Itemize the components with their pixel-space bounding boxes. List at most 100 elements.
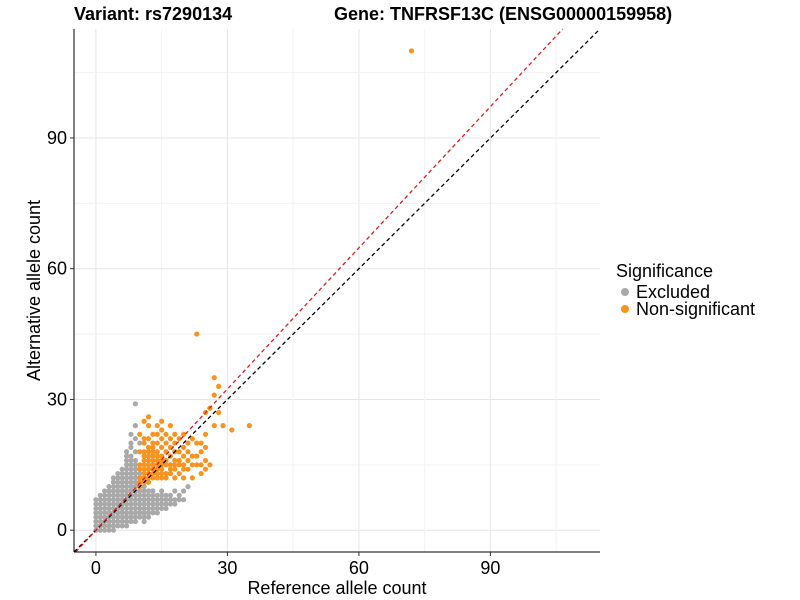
point-excluded bbox=[110, 488, 117, 494]
point-excluded bbox=[124, 449, 130, 455]
point-excluded bbox=[176, 497, 182, 503]
point-excluded bbox=[150, 501, 156, 507]
point-excluded bbox=[132, 505, 138, 512]
point-excluded bbox=[141, 505, 147, 512]
point-non-significant bbox=[159, 444, 165, 450]
point-excluded bbox=[124, 466, 130, 472]
point-excluded bbox=[110, 484, 117, 490]
point-non-significant bbox=[167, 462, 174, 468]
point-excluded bbox=[110, 492, 117, 498]
point-non-significant bbox=[189, 436, 195, 442]
point-excluded bbox=[128, 479, 134, 485]
point-non-significant bbox=[159, 436, 165, 442]
point-excluded bbox=[159, 505, 165, 512]
point-excluded bbox=[115, 484, 121, 490]
point-excluded bbox=[102, 497, 108, 503]
point-excluded bbox=[167, 492, 174, 498]
point-excluded bbox=[180, 497, 187, 503]
point-non-significant bbox=[246, 423, 252, 429]
point-excluded bbox=[124, 518, 130, 525]
point-excluded bbox=[102, 527, 108, 533]
point-excluded bbox=[115, 510, 121, 516]
point-excluded bbox=[172, 501, 178, 507]
point-excluded bbox=[119, 488, 125, 494]
point-excluded bbox=[106, 484, 112, 490]
point-excluded bbox=[119, 492, 125, 498]
point-excluded bbox=[106, 527, 112, 533]
point-excluded bbox=[132, 479, 138, 485]
point-excluded bbox=[119, 514, 125, 520]
axes: 0 30 60 90 0 30 60 90 bbox=[47, 29, 600, 578]
point-non-significant bbox=[150, 475, 156, 481]
chart-title-gene: Gene: TNFRSF13C (ENSG00000159958) bbox=[334, 4, 673, 24]
point-excluded bbox=[137, 470, 143, 477]
point-excluded bbox=[128, 484, 134, 490]
point-excluded bbox=[102, 510, 108, 516]
point-excluded bbox=[145, 510, 152, 516]
point-non-significant bbox=[167, 466, 174, 472]
point-excluded bbox=[132, 436, 138, 442]
point-excluded bbox=[102, 523, 108, 529]
point-excluded bbox=[163, 492, 169, 498]
point-excluded bbox=[145, 501, 152, 507]
point-non-significant bbox=[159, 418, 165, 424]
point-non-significant bbox=[189, 475, 195, 481]
point-excluded bbox=[137, 492, 143, 498]
point-excluded bbox=[167, 497, 174, 503]
point-excluded bbox=[132, 501, 138, 507]
point-excluded bbox=[128, 501, 134, 507]
point-excluded bbox=[115, 475, 121, 481]
point-non-significant bbox=[176, 462, 182, 468]
point-excluded bbox=[185, 484, 191, 490]
point-non-significant bbox=[176, 449, 182, 455]
x-axis-title: Reference allele count bbox=[247, 578, 426, 598]
point-excluded bbox=[154, 510, 160, 516]
point-non-significant bbox=[145, 423, 152, 429]
point-non-significant bbox=[185, 466, 191, 472]
point-excluded bbox=[141, 518, 147, 525]
point-excluded bbox=[110, 514, 117, 520]
point-excluded bbox=[97, 518, 103, 525]
point-excluded bbox=[159, 501, 165, 507]
point-excluded bbox=[145, 505, 152, 512]
point-excluded bbox=[132, 514, 138, 520]
legend-key-excluded bbox=[621, 288, 629, 296]
point-non-significant bbox=[145, 444, 152, 450]
point-non-significant bbox=[141, 436, 147, 442]
point-excluded bbox=[106, 488, 112, 494]
point-non-significant bbox=[185, 449, 191, 455]
point-excluded bbox=[150, 492, 156, 498]
point-excluded bbox=[154, 497, 160, 503]
point-excluded bbox=[110, 479, 117, 485]
point-non-significant bbox=[141, 440, 147, 446]
point-excluded bbox=[102, 492, 108, 498]
point-non-significant bbox=[150, 453, 156, 459]
point-non-significant bbox=[159, 470, 165, 477]
point-excluded bbox=[106, 523, 112, 529]
point-excluded bbox=[132, 462, 138, 468]
point-excluded bbox=[102, 501, 108, 507]
point-excluded bbox=[141, 514, 147, 520]
reference-line-identity bbox=[73, 28, 601, 553]
point-excluded bbox=[128, 514, 134, 520]
point-excluded bbox=[115, 523, 121, 529]
point-excluded bbox=[128, 470, 134, 477]
point-non-significant bbox=[198, 470, 204, 477]
point-non-significant bbox=[180, 431, 187, 437]
y-tick-label: 90 bbox=[47, 128, 67, 148]
legend-title: Significance bbox=[616, 261, 713, 281]
point-non-significant bbox=[202, 457, 209, 464]
point-excluded bbox=[93, 510, 99, 516]
point-excluded bbox=[115, 518, 121, 525]
point-non-significant bbox=[141, 470, 147, 477]
point-excluded bbox=[93, 505, 99, 512]
point-non-significant bbox=[137, 449, 143, 455]
point-excluded bbox=[93, 518, 99, 525]
point-excluded bbox=[110, 527, 117, 533]
point-excluded bbox=[141, 510, 147, 516]
point-excluded bbox=[106, 501, 112, 507]
point-excluded bbox=[110, 497, 117, 503]
point-excluded bbox=[180, 488, 187, 494]
